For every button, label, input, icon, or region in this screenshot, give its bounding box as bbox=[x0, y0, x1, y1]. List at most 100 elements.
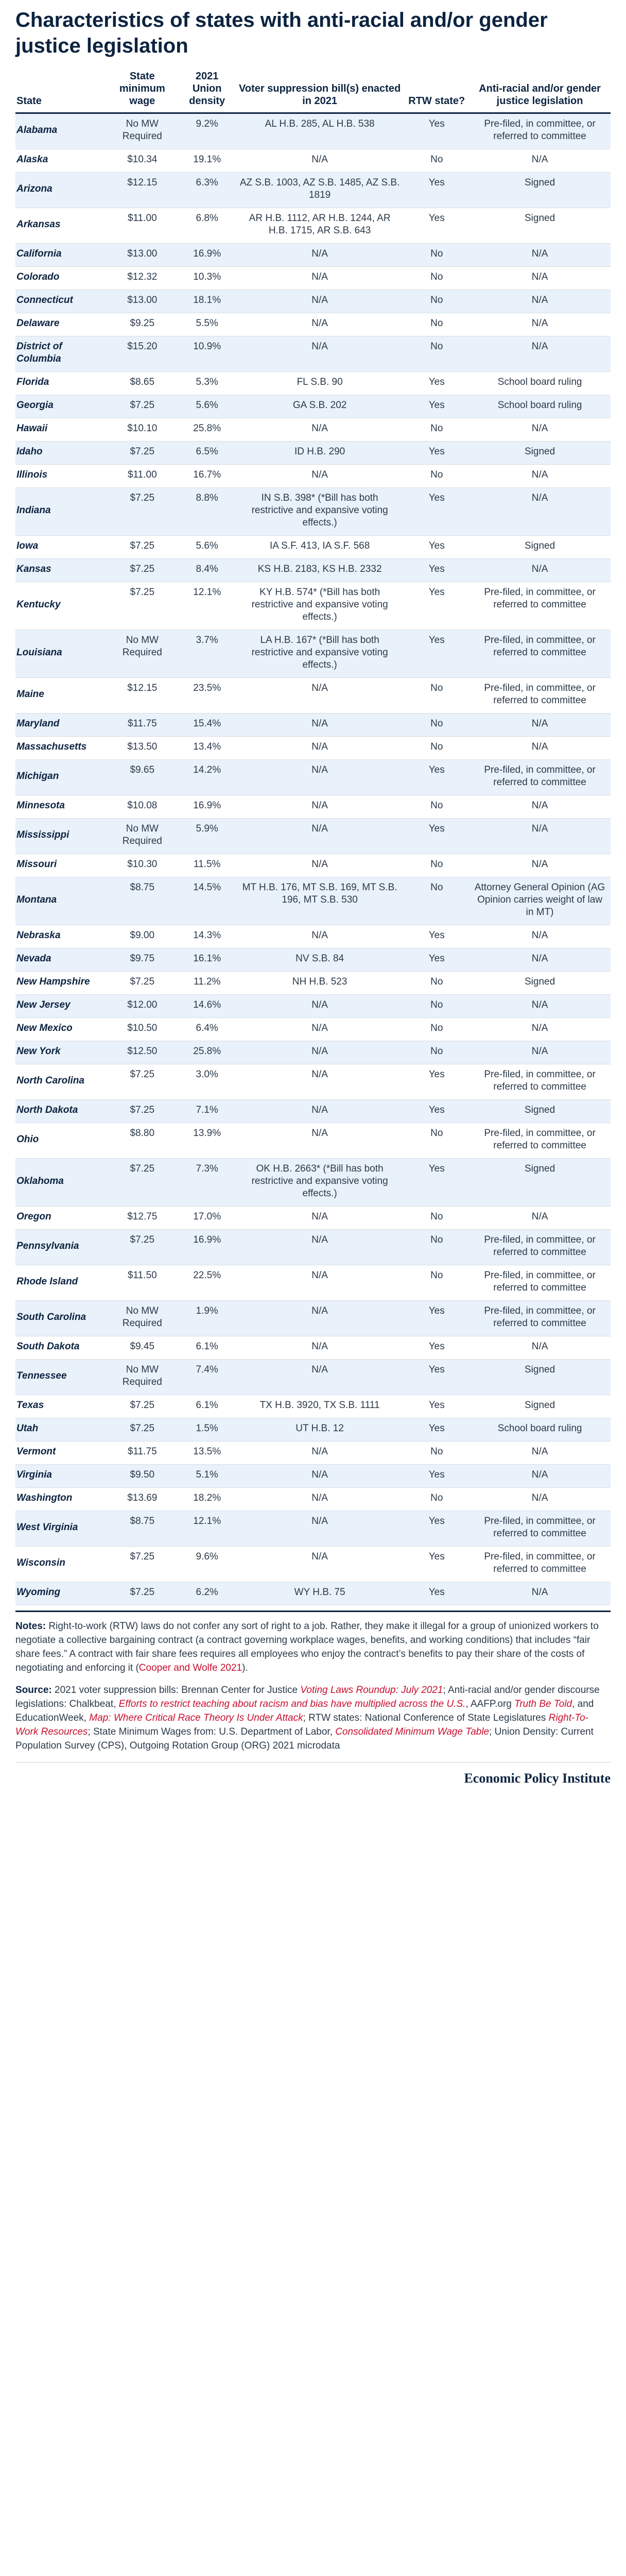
table-row: Maryland $11.75 15.4% N/A No N/A bbox=[15, 713, 611, 737]
notes-text: Right-to-work (RTW) laws do not confer a… bbox=[15, 1621, 599, 1673]
legislation-cell: N/A bbox=[469, 1441, 611, 1465]
source-link-chalkbeat[interactable]: Efforts to restrict teaching about racis… bbox=[118, 1699, 466, 1709]
rtw-cell: No bbox=[404, 877, 470, 925]
table-title: Characteristics of states with anti-raci… bbox=[15, 9, 548, 57]
table-row: North Dakota $7.25 7.1% N/A Yes Signed bbox=[15, 1099, 611, 1123]
voter-bills-cell: N/A bbox=[235, 713, 405, 737]
min-wage-cell: $9.65 bbox=[106, 759, 179, 795]
source-link-rtw-resources[interactable]: Right-To-Work Resources bbox=[15, 1713, 589, 1737]
rtw-cell: Yes bbox=[404, 208, 470, 244]
epi-logo-text: Economic Policy Institute bbox=[15, 1762, 611, 1797]
rtw-cell: Yes bbox=[404, 371, 470, 395]
union-density-cell: 23.5% bbox=[179, 677, 235, 714]
notes-paragraph: Notes: Right-to-work (RTW) laws do not c… bbox=[15, 1619, 611, 1675]
legislation-cell: N/A bbox=[469, 1487, 611, 1511]
state-cell: Utah bbox=[15, 1418, 106, 1442]
union-density-cell: 12.1% bbox=[179, 1511, 235, 1547]
voter-bills-cell: N/A bbox=[235, 464, 405, 488]
source-link-voting-laws[interactable]: Voting Laws Roundup: July 2021 bbox=[300, 1685, 443, 1696]
min-wage-cell: $12.15 bbox=[106, 172, 179, 208]
voter-bills-cell: N/A bbox=[235, 1123, 405, 1159]
legislation-cell: School board ruling bbox=[469, 1418, 611, 1442]
voter-bills-cell: FL S.B. 90 bbox=[235, 371, 405, 395]
rtw-cell: No bbox=[404, 795, 470, 819]
table-row: Mississippi No MW Required 5.9% N/A Yes N/A bbox=[15, 818, 611, 854]
table-row: Wisconsin $7.25 9.6% N/A Yes Pre-filed, in co… bbox=[15, 1546, 611, 1582]
state-cell: District of Columbia bbox=[15, 336, 106, 372]
rtw-cell: No bbox=[404, 1206, 470, 1230]
union-density-cell: 11.2% bbox=[179, 971, 235, 995]
table-row: Massachusetts $13.50 13.4% N/A No N/A bbox=[15, 736, 611, 760]
rtw-cell: Yes bbox=[404, 818, 470, 854]
rtw-cell: Yes bbox=[404, 948, 470, 972]
union-density-cell: 16.9% bbox=[179, 1229, 235, 1265]
rtw-cell: No bbox=[404, 1441, 470, 1465]
legislation-cell: N/A bbox=[469, 487, 611, 536]
rtw-cell: Yes bbox=[404, 1395, 470, 1418]
source-text-2: ; Anti-racial and/or gender discourse le… bbox=[15, 1685, 600, 1709]
min-wage-cell: $13.69 bbox=[106, 1487, 179, 1511]
table-row: Nevada $9.75 16.1% NV S.B. 84 Yes N/A bbox=[15, 948, 611, 972]
legislation-cell: Pre-filed, in committee, or referred to … bbox=[469, 582, 611, 630]
rtw-cell: Yes bbox=[404, 113, 470, 149]
source-link-truth-be-told[interactable]: Truth Be Told bbox=[514, 1699, 572, 1709]
min-wage-cell: $7.25 bbox=[106, 558, 179, 582]
source-text-5: ; RTW states: National Conference of Sta… bbox=[303, 1713, 549, 1723]
union-density-cell: 13.4% bbox=[179, 736, 235, 760]
union-density-cell: 16.1% bbox=[179, 948, 235, 972]
table-row: Arizona $12.15 6.3% AZ S.B. 1003, AZ S.B. 1… bbox=[15, 172, 611, 208]
table-body: Alabama No MW Required 9.2% AL H.B. 285, AL… bbox=[15, 113, 611, 1605]
min-wage-cell: $11.75 bbox=[106, 1441, 179, 1465]
table-row: Michigan $9.65 14.2% N/A Yes Pre-filed, in co… bbox=[15, 759, 611, 795]
union-density-cell: 8.4% bbox=[179, 558, 235, 582]
table-row: Kentucky $7.25 12.1% KY H.B. 574* (*Bill ha… bbox=[15, 582, 611, 630]
state-characteristics-table: State State minimum wage 2021 Union dens… bbox=[15, 66, 611, 1605]
state-cell: South Dakota bbox=[15, 1336, 106, 1360]
table-row: Washington $13.69 18.2% N/A No N/A bbox=[15, 1487, 611, 1511]
voter-bills-cell: WY H.B. 75 bbox=[235, 1582, 405, 1605]
source-text-3: , AAFP.org bbox=[465, 1699, 515, 1709]
source-link-min-wage-table[interactable]: Consolidated Minimum Wage Table bbox=[335, 1726, 490, 1737]
union-density-cell: 14.5% bbox=[179, 877, 235, 925]
voter-bills-cell: IA S.F. 413, IA S.F. 568 bbox=[235, 535, 405, 559]
notes-citation-link[interactable]: Cooper and Wolfe 2021 bbox=[138, 1663, 242, 1673]
union-density-cell: 6.8% bbox=[179, 208, 235, 244]
table-row: Kansas $7.25 8.4% KS H.B. 2183, KS H.B. 233… bbox=[15, 558, 611, 582]
page: Characteristics of states with anti-raci… bbox=[15, 9, 611, 1797]
state-cell: Delaware bbox=[15, 313, 106, 336]
union-density-cell: 5.9% bbox=[179, 818, 235, 854]
voter-bills-cell: N/A bbox=[235, 994, 405, 1018]
min-wage-cell: $10.08 bbox=[106, 795, 179, 819]
min-wage-cell: $7.25 bbox=[106, 1099, 179, 1123]
voter-bills-cell: N/A bbox=[235, 418, 405, 442]
legislation-cell: N/A bbox=[469, 1336, 611, 1360]
union-density-cell: 6.5% bbox=[179, 441, 235, 465]
table-row: Florida $8.65 5.3% FL S.B. 90 Yes School boar… bbox=[15, 371, 611, 395]
voter-bills-cell: N/A bbox=[235, 1041, 405, 1064]
legislation-cell: N/A bbox=[469, 994, 611, 1018]
table-row: Indiana $7.25 8.8% IN S.B. 398* (*Bill has … bbox=[15, 487, 611, 536]
voter-bills-cell: N/A bbox=[235, 1441, 405, 1465]
union-density-cell: 5.1% bbox=[179, 1464, 235, 1488]
legislation-cell: N/A bbox=[469, 1018, 611, 1041]
rtw-cell: Yes bbox=[404, 1336, 470, 1360]
min-wage-cell: $7.25 bbox=[106, 1229, 179, 1265]
state-cell: Montana bbox=[15, 877, 106, 925]
voter-bills-cell: N/A bbox=[235, 1546, 405, 1582]
min-wage-cell: $8.80 bbox=[106, 1123, 179, 1159]
union-density-cell: 6.3% bbox=[179, 172, 235, 208]
rtw-cell: No bbox=[404, 994, 470, 1018]
col-header-min-wage: State minimum wage bbox=[106, 66, 179, 114]
state-cell: Hawaii bbox=[15, 418, 106, 442]
table-row: Minnesota $10.08 16.9% N/A No N/A bbox=[15, 795, 611, 819]
col-header-state: State bbox=[15, 66, 106, 114]
source-text-1: 2021 voter suppression bills: Brennan Ce… bbox=[55, 1685, 301, 1696]
table-row: North Carolina $7.25 3.0% N/A Yes Pre-filed, … bbox=[15, 1064, 611, 1100]
union-density-cell: 19.1% bbox=[179, 149, 235, 173]
rtw-cell: Yes bbox=[404, 1511, 470, 1547]
source-link-crt-map[interactable]: Map: Where Critical Race Theory Is Under… bbox=[89, 1713, 303, 1723]
min-wage-cell: $10.34 bbox=[106, 149, 179, 173]
state-cell: Alaska bbox=[15, 149, 106, 173]
voter-bills-cell: KY H.B. 574* (*Bill has both restrictive… bbox=[235, 582, 405, 630]
legislation-cell: Signed bbox=[469, 172, 611, 208]
